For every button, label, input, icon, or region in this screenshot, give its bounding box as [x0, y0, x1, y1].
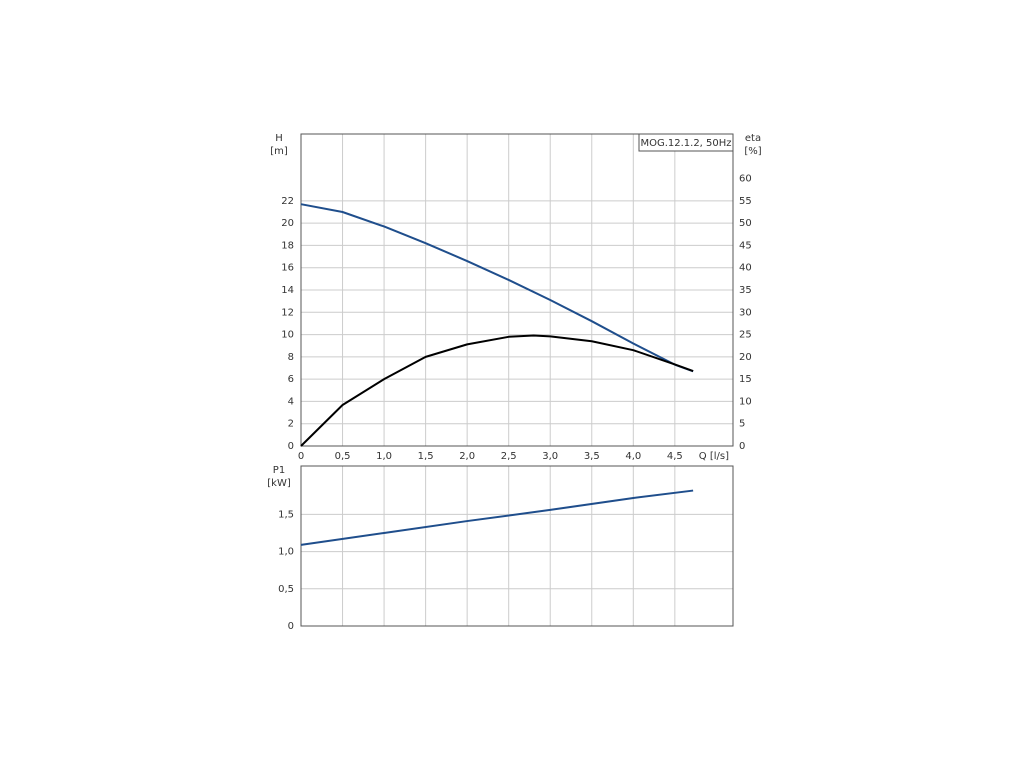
y-tick-label: 8	[288, 352, 294, 363]
curve	[300, 203, 694, 373]
plot-frame	[300, 133, 734, 447]
x-tick-label: 1,5	[418, 451, 434, 462]
x-tick-label: 4,0	[625, 451, 641, 462]
y-tick-label: 0	[288, 441, 294, 452]
curve	[300, 334, 694, 447]
y-tick-label: 2	[288, 419, 294, 430]
y-tick-label: 10	[281, 330, 294, 341]
annotation: MOG.12.1.2, 50Hz	[640, 138, 731, 149]
y-tick-label: 4	[288, 396, 294, 407]
y2-tick-label: 55	[739, 196, 752, 207]
y-axis-label: [m]	[270, 146, 288, 157]
x-tick-label: 0	[298, 451, 304, 462]
y-tick-label: 0,5	[278, 584, 294, 595]
x-tick-label: 2,5	[501, 451, 517, 462]
y2-tick-label: 5	[739, 419, 745, 430]
x-tick-label: 2,0	[459, 451, 475, 462]
y2-tick-label: 25	[739, 330, 752, 341]
y2-tick-label: 30	[739, 307, 752, 318]
y-axis-label: P1	[273, 465, 285, 476]
y2-tick-label: 50	[739, 218, 752, 229]
y2-axis-label: [%]	[744, 146, 761, 157]
plot-frame	[300, 465, 734, 627]
y-axis-label: H	[275, 133, 283, 144]
x-tick-label: 0,5	[335, 451, 351, 462]
y2-tick-label: 10	[739, 396, 752, 407]
y-tick-label: 16	[281, 263, 294, 274]
y-tick-label: 14	[281, 285, 294, 296]
x-tick-label: 3,5	[584, 451, 600, 462]
y-tick-label: 1,5	[278, 509, 294, 520]
y-tick-label: 12	[281, 307, 294, 318]
y-tick-label: 18	[281, 240, 294, 251]
y2-tick-label: 60	[739, 174, 752, 185]
curve	[300, 489, 694, 546]
annotation-box	[638, 133, 734, 152]
y-tick-label: 20	[281, 218, 294, 229]
y2-tick-label: 45	[739, 240, 752, 251]
y-axis-label: [kW]	[267, 478, 291, 489]
y2-tick-label: 15	[739, 374, 752, 385]
x-tick-label: 4,5	[667, 451, 683, 462]
y2-tick-label: 20	[739, 352, 752, 363]
y-tick-label: 22	[281, 196, 294, 207]
y2-tick-label: 40	[739, 263, 752, 274]
y2-tick-label: 0	[739, 441, 745, 452]
y2-axis-label: eta	[745, 133, 761, 144]
y-tick-label: 1,0	[278, 547, 294, 558]
x-tick-label: 3,0	[542, 451, 558, 462]
x-axis-label: Q [l/s]	[699, 451, 729, 462]
y2-tick-label: 35	[739, 285, 752, 296]
y-tick-label: 6	[288, 374, 294, 385]
y-tick-label: 0	[288, 621, 294, 632]
x-tick-label: 1,0	[376, 451, 392, 462]
